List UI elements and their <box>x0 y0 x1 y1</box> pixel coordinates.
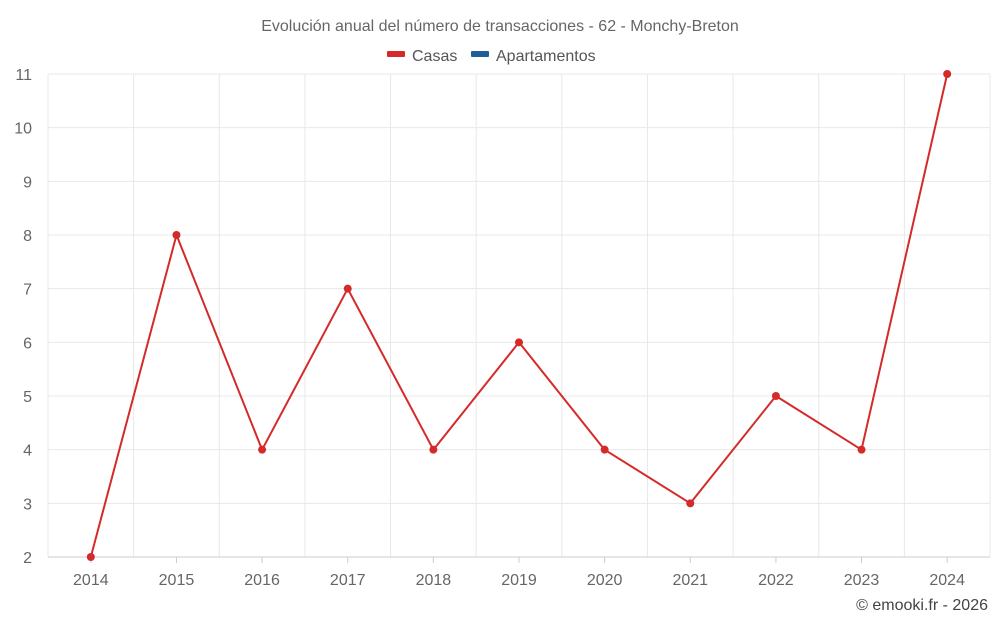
data-point-2021[interactable] <box>686 499 695 508</box>
data-point-2018[interactable] <box>429 445 438 454</box>
legend-label-apartamentos: Apartamentos <box>496 48 596 65</box>
chart-title: Evolución anual del número de transaccio… <box>261 18 739 35</box>
data-point-2020[interactable] <box>600 445 609 454</box>
x-tick-label: 2017 <box>330 572 366 589</box>
x-axis-ticks: 2014 2015 2016 2017 2018 2019 2020 2021 2022 2023… <box>73 572 965 589</box>
legend[interactable]: Casas Apartamentos <box>387 48 596 65</box>
legend-swatch-apartamentos <box>471 51 489 57</box>
y-tick-label: 10 <box>14 121 32 138</box>
data-point-2015[interactable] <box>172 231 181 239</box>
y-tick-label: 4 <box>23 443 32 460</box>
legend-item-casas[interactable]: Casas <box>387 48 457 65</box>
data-point-2023[interactable] <box>857 445 866 454</box>
data-point-2016[interactable] <box>258 445 267 454</box>
legend-label-casas: Casas <box>412 48 457 65</box>
x-tick-label: 2024 <box>929 572 965 589</box>
y-tick-label: 2 <box>23 550 32 567</box>
x-tick-label: 2023 <box>844 572 880 589</box>
x-tick-label: 2019 <box>501 572 537 589</box>
y-tick-label: 7 <box>23 282 32 299</box>
x-tick-label: 2015 <box>159 572 195 589</box>
y-tick-label: 5 <box>23 389 32 406</box>
axes <box>48 556 990 563</box>
gridlines <box>47 73 991 557</box>
data-point-2019[interactable] <box>515 338 523 347</box>
data-point-2022[interactable] <box>771 392 780 400</box>
data-point-2024[interactable] <box>943 70 952 78</box>
x-tick-label: 2014 <box>73 572 109 589</box>
y-tick-label: 11 <box>15 67 32 84</box>
x-tick-label: 2022 <box>758 572 794 589</box>
data-point-2017[interactable] <box>343 284 352 293</box>
data-points[interactable] <box>86 70 952 561</box>
data-point-2014[interactable] <box>86 553 95 561</box>
y-tick-label: 3 <box>23 496 32 513</box>
legend-swatch-casas <box>387 51 405 57</box>
x-tick-label: 2021 <box>672 572 708 589</box>
y-tick-label: 9 <box>23 174 32 191</box>
x-tick-label: 2016 <box>244 572 280 589</box>
y-axis-ticks: 2 3 4 5 6 7 8 9 10 11 <box>14 67 32 567</box>
x-tick-label: 2020 <box>587 572 623 589</box>
y-tick-label: 8 <box>23 228 32 245</box>
y-tick-label: 6 <box>23 335 32 352</box>
legend-item-apartamentos[interactable]: Apartamentos <box>471 48 596 65</box>
credit-text: © emooki.fr - 2026 <box>856 597 988 614</box>
x-tick-label: 2018 <box>416 572 452 589</box>
